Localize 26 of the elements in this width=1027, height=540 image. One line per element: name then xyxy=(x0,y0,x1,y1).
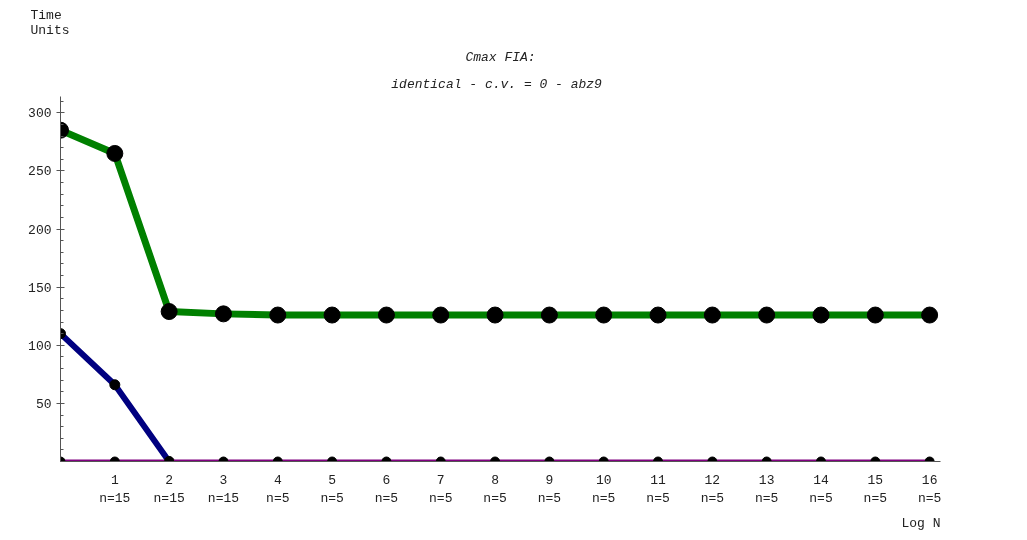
x-tick-label: 5 n=5 xyxy=(320,472,344,506)
x-tick-label: 9 n=5 xyxy=(537,472,562,506)
x-tick-label: 4 n=5 xyxy=(266,472,290,506)
y-tick-label: 200 xyxy=(28,222,52,238)
x-tick-label: 16 n=5 xyxy=(917,472,942,506)
x-tick-label: 10 n=5 xyxy=(592,472,616,506)
y-tick-label: 150 xyxy=(28,280,52,296)
chart-subtitle: identical - c.v. = 0 - abz9 xyxy=(391,76,603,92)
x-tick-label: 3 n=15 xyxy=(207,472,240,506)
chart-title: Cmax FIA: xyxy=(465,49,536,65)
x-tick-label: 2 n=15 xyxy=(153,472,185,506)
y-tick-label: 300 xyxy=(28,106,52,122)
x-tick-label: 15 n=5 xyxy=(863,472,888,506)
y-axis-title: Time Units xyxy=(30,7,70,38)
y-tick-label: 250 xyxy=(28,164,52,180)
x-tick-label: 13 n=5 xyxy=(754,472,779,506)
x-tick-label: 6 n=5 xyxy=(374,472,399,506)
x-tick-label: 8 n=5 xyxy=(483,472,507,506)
x-axis-title: Log N xyxy=(901,515,941,531)
x-tick-label: 7 n=5 xyxy=(429,472,453,506)
y-tick-label: 100 xyxy=(28,338,52,354)
x-tick-label: 12 n=5 xyxy=(700,472,725,506)
x-tick-label: 14 n=5 xyxy=(809,472,833,506)
x-tick-label: 1 n=15 xyxy=(99,472,131,506)
x-tick-label: 11 n=5 xyxy=(646,472,670,506)
y-tick-label: 50 xyxy=(35,396,52,412)
